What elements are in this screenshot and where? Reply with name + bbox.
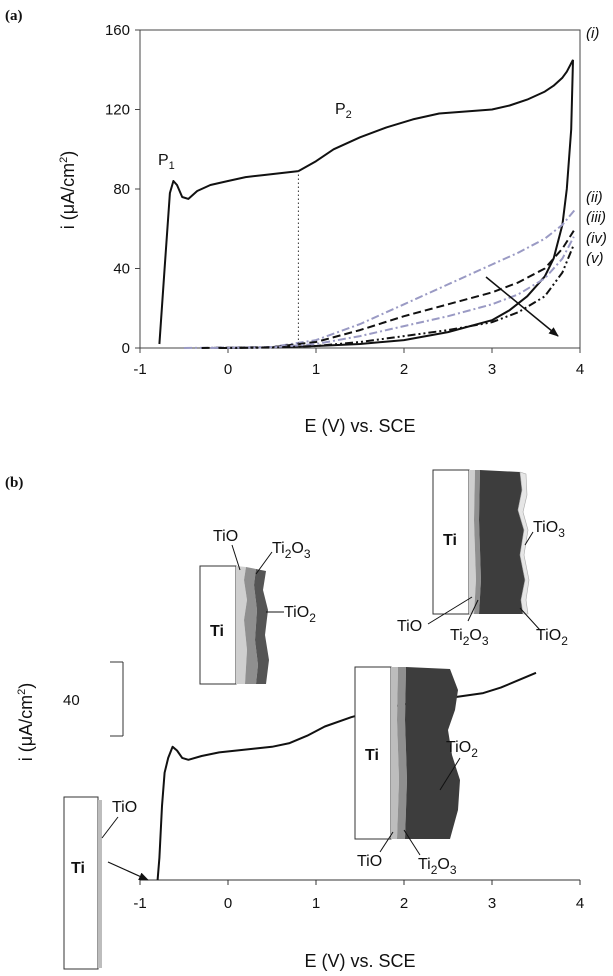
oxide-label-ti2o3-2: Ti2O3 bbox=[272, 540, 311, 561]
oxide-label-tio3-3: TiO3 bbox=[533, 519, 565, 540]
series-line-a-0 bbox=[158, 59, 574, 345]
x-tick-label-b: 4 bbox=[576, 895, 584, 912]
oxide-label-ti: Ti bbox=[71, 860, 85, 877]
peak-label-p1: P1 bbox=[158, 152, 175, 172]
y-tick-label-a: 80 bbox=[113, 181, 130, 198]
series-line-a-2 bbox=[183, 208, 577, 349]
curve-label-ii: (ii) bbox=[586, 189, 603, 206]
oxide-label-tio2-2: TiO2 bbox=[284, 604, 316, 625]
peak-label-p2: P2 bbox=[335, 101, 352, 121]
y-tick-label-a: 160 bbox=[105, 22, 130, 39]
x-tick-label-a: 3 bbox=[488, 361, 496, 378]
oxide-schematic-high: Ti TiO3 TiO Ti2O3 TiO2 bbox=[397, 469, 568, 648]
panel-a-label: (a) bbox=[5, 8, 23, 24]
oxide-schematic-initial: Ti TiO bbox=[63, 796, 149, 970]
oxide-label-tio: TiO bbox=[112, 799, 137, 816]
oxide-label-ti-2: Ti bbox=[210, 623, 224, 640]
x-tick-label-b: 0 bbox=[224, 895, 232, 912]
x-tick-labels-a: -1 0 1 2 3 4 bbox=[133, 348, 584, 378]
x-tick-label-a: 2 bbox=[400, 361, 408, 378]
oxide-label-ti-3: Ti bbox=[443, 532, 457, 549]
x-tick-labels-b: -1 0 1 2 3 4 bbox=[133, 880, 584, 912]
x-tick-label-a: 0 bbox=[224, 361, 232, 378]
oxide-label-ti-4: Ti bbox=[365, 747, 379, 764]
x-tick-label-b: -1 bbox=[133, 895, 146, 912]
x-tick-label-b: 1 bbox=[312, 895, 320, 912]
legend-roman-labels: (i) (ii) (iii) (iv) (v) bbox=[586, 25, 607, 267]
oxide-label-tio2-3: TiO2 bbox=[536, 627, 568, 648]
oxide-label-ti2o3-4: Ti2O3 bbox=[418, 856, 457, 877]
curve-label-iv: (iv) bbox=[586, 230, 607, 247]
y-tick-label-a: 0 bbox=[122, 340, 130, 357]
series-line-a-1 bbox=[227, 59, 574, 349]
y-tick-labels-a: 0 40 80 120 160 bbox=[105, 22, 140, 357]
series-line-a-4 bbox=[210, 236, 575, 349]
oxide-label-tio-2: TiO bbox=[213, 528, 238, 545]
arrow-trend bbox=[485, 276, 559, 337]
svg-text:P2: P2 bbox=[335, 101, 352, 121]
x-tick-label-a: 1 bbox=[312, 361, 320, 378]
series-line-b-0 bbox=[156, 671, 537, 881]
scale-bar-label-b: 40 bbox=[63, 692, 80, 709]
arrow-to-onset bbox=[107, 861, 149, 881]
series-line-a-5 bbox=[219, 244, 575, 349]
series-line-a-3 bbox=[201, 230, 575, 349]
scale-bar-b bbox=[110, 661, 124, 737]
x-axis-title-b: E (V) vs. SCE bbox=[304, 951, 415, 971]
oxide-label-tio-4: TiO bbox=[357, 853, 382, 870]
curve-label-i: (i) bbox=[586, 25, 599, 42]
series-group-a bbox=[158, 59, 577, 349]
curve-label-v: (v) bbox=[586, 250, 604, 267]
y-axis-title-b: i (μA/cm2) bbox=[16, 683, 36, 762]
oxide-schematic-p2: Ti TiO2 TiO Ti2O3 bbox=[354, 666, 478, 877]
svg-text:P1: P1 bbox=[158, 152, 175, 172]
x-tick-label-b: 2 bbox=[400, 895, 408, 912]
x-tick-label-a: 4 bbox=[576, 361, 584, 378]
series-group-b bbox=[156, 671, 537, 881]
oxide-label-ti2o3-3: Ti2O3 bbox=[450, 627, 489, 648]
x-tick-label-a: -1 bbox=[133, 361, 146, 378]
y-tick-label-a: 40 bbox=[113, 261, 130, 278]
curve-label-iii: (iii) bbox=[586, 209, 606, 226]
y-axis-title-a: i (μA/cm2) bbox=[58, 151, 78, 230]
panel-b: (b) -1 0 1 2 3 4 E (V) vs. SCE 40 i (μA/cm2) … bbox=[5, 469, 584, 971]
x-tick-label-b: 3 bbox=[488, 895, 496, 912]
oxide-schematic-p1: Ti TiO Ti2O3 TiO2 bbox=[199, 528, 316, 685]
oxide-label-tio-3: TiO bbox=[397, 618, 422, 635]
panel-b-label: (b) bbox=[5, 475, 23, 491]
y-tick-label-a: 120 bbox=[105, 102, 130, 119]
x-axis-title-a: E (V) vs. SCE bbox=[304, 416, 415, 436]
oxide-label-tio2-4: TiO2 bbox=[446, 739, 478, 760]
